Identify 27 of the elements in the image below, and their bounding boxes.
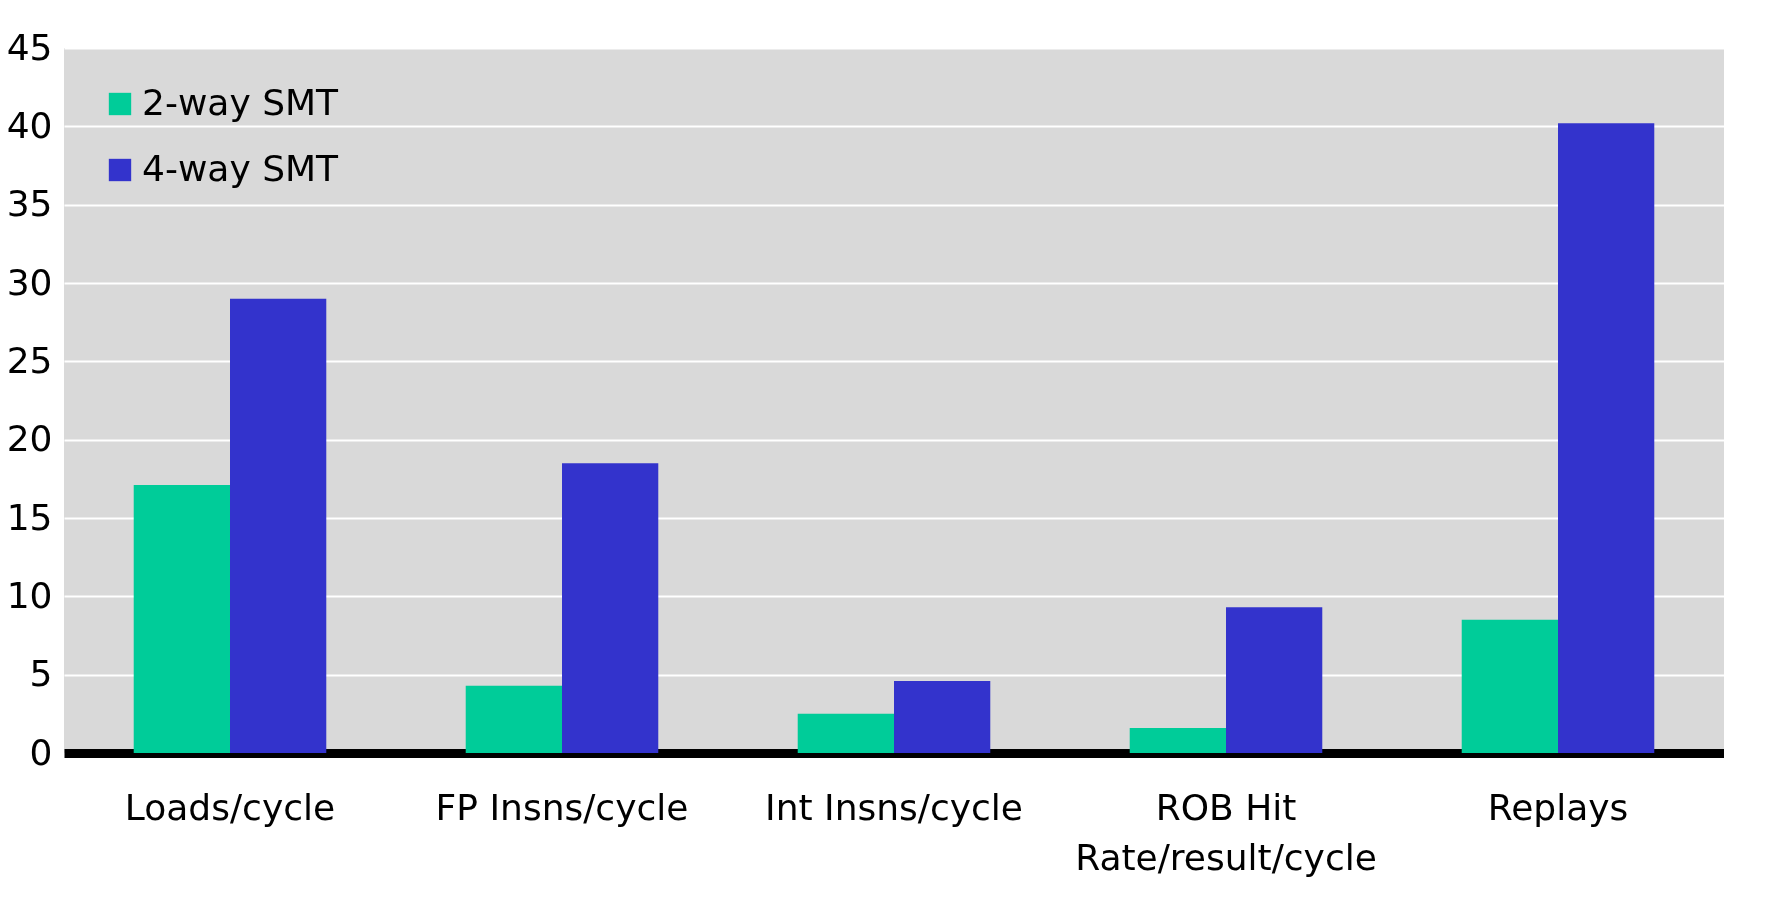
bar (133, 485, 230, 753)
bar (1558, 123, 1655, 753)
y-tick-label: 30 (6, 261, 53, 303)
y-tick-label: 5 (29, 653, 53, 695)
bar (230, 298, 327, 753)
y-tick-label: 20 (6, 418, 53, 460)
bar (465, 685, 562, 753)
bar (1129, 727, 1226, 753)
y-tick-label: 40 (6, 104, 53, 146)
y-tick-label: 45 (6, 26, 53, 68)
bar (1461, 619, 1558, 753)
y-tick-label: 35 (6, 183, 53, 225)
bar (1226, 607, 1323, 753)
y-tick-label: 15 (6, 496, 53, 538)
x-tick-label: Replays (1487, 786, 1629, 828)
x-tick-label: ROB Hit Rate/result/cycle (1075, 786, 1377, 878)
bar (894, 680, 991, 753)
legend-label: 2-way SMT (142, 82, 340, 123)
y-tick-label: 0 (29, 731, 53, 773)
bar (797, 713, 894, 753)
x-tick-label: Int Insns/cycle (765, 786, 1023, 828)
bar (562, 463, 659, 753)
x-tick-label: Loads/cycle (124, 786, 336, 828)
y-tick-label: 25 (6, 339, 53, 381)
legend-label: 4-way SMT (142, 148, 340, 189)
x-tick-label: FP Insns/cycle (435, 786, 689, 828)
y-tick-label: 10 (6, 574, 53, 616)
